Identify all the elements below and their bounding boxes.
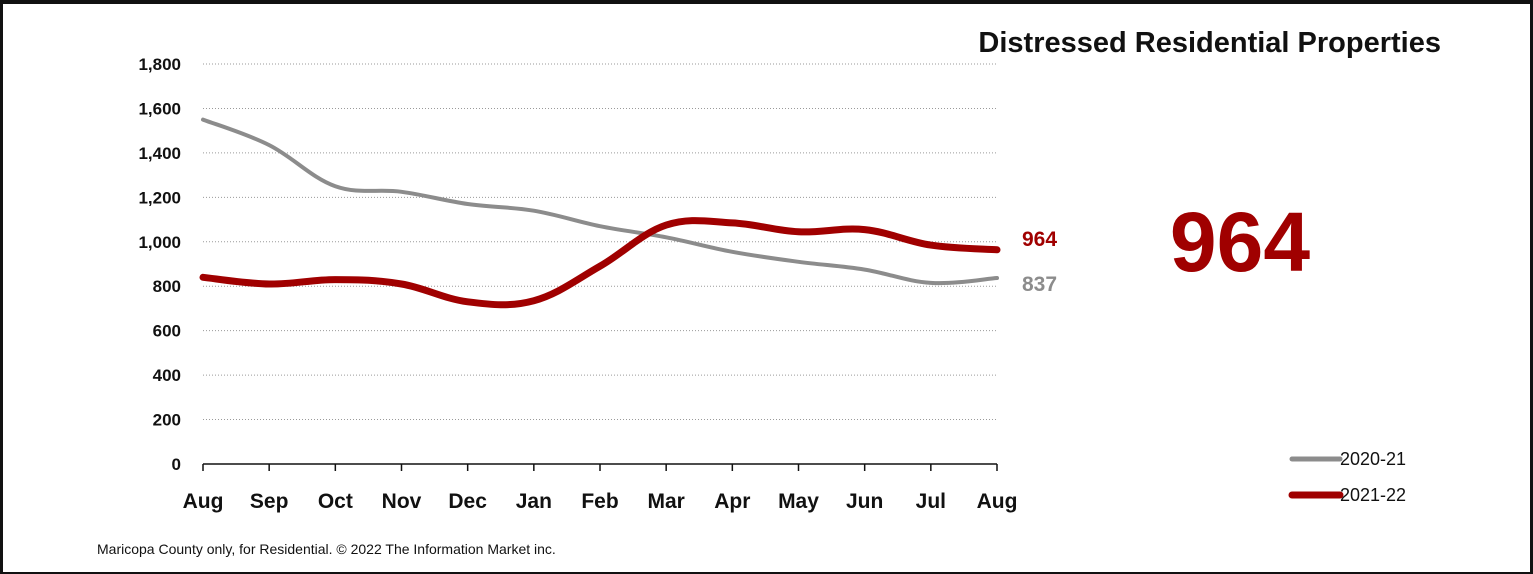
x-tick-label: Nov — [382, 490, 422, 513]
x-tick-label: Sep — [250, 490, 289, 513]
axes — [202, 463, 998, 471]
y-tick-label: 1,600 — [138, 99, 181, 118]
x-tick-label: Dec — [448, 490, 487, 513]
y-tick-label: 0 — [172, 455, 181, 474]
y-tick-label: 1,400 — [138, 144, 181, 163]
x-tick-label: May — [778, 490, 819, 513]
x-tick-label: Mar — [647, 490, 684, 513]
x-tick-label: Jun — [846, 490, 883, 513]
x-tick-label: Feb — [581, 490, 618, 513]
end-label-2020-21: 837 — [1022, 273, 1057, 296]
x-tick-label: Jul — [916, 490, 946, 513]
legend-label-2021-22: 2021-22 — [1340, 485, 1406, 505]
y-tick-label: 200 — [153, 411, 181, 430]
y-tick-label: 1,200 — [138, 188, 181, 207]
y-tick-label: 1,000 — [138, 233, 181, 252]
y-axis-ticks: 0 200 400 600 800 1,000 1,200 1,400 1,600 1,800 — [138, 55, 181, 474]
series-lines — [199, 117, 1001, 309]
y-tick-label: 400 — [153, 366, 181, 385]
legend-label-2020-21: 2020-21 — [1340, 449, 1406, 469]
series-line-2020-21 — [201, 117, 999, 286]
x-tick-label: Apr — [714, 490, 750, 513]
highlight-value: 964 — [1170, 195, 1310, 289]
y-tick-label: 1,800 — [138, 55, 181, 74]
grid-lines — [203, 63, 997, 421]
chart-title: Distressed Residential Properties — [978, 27, 1441, 59]
y-tick-label: 600 — [153, 322, 181, 341]
x-tick-label: Jan — [516, 490, 552, 513]
legend: 2020-21 2021-22 — [1288, 449, 1406, 505]
x-tick-label: Oct — [318, 490, 353, 513]
footnote: Maricopa County only, for Residential. ©… — [97, 541, 556, 557]
x-tick-label: Aug — [183, 490, 224, 513]
x-tick-label: Aug — [977, 490, 1018, 513]
y-tick-label: 800 — [153, 277, 181, 296]
end-label-2021-22: 964 — [1022, 228, 1057, 251]
series-line-2021-22 — [199, 217, 1001, 309]
x-axis-ticks: Aug Sep Oct Nov Dec Jan Feb Mar Apr May Jun Jul Aug — [183, 490, 1018, 513]
